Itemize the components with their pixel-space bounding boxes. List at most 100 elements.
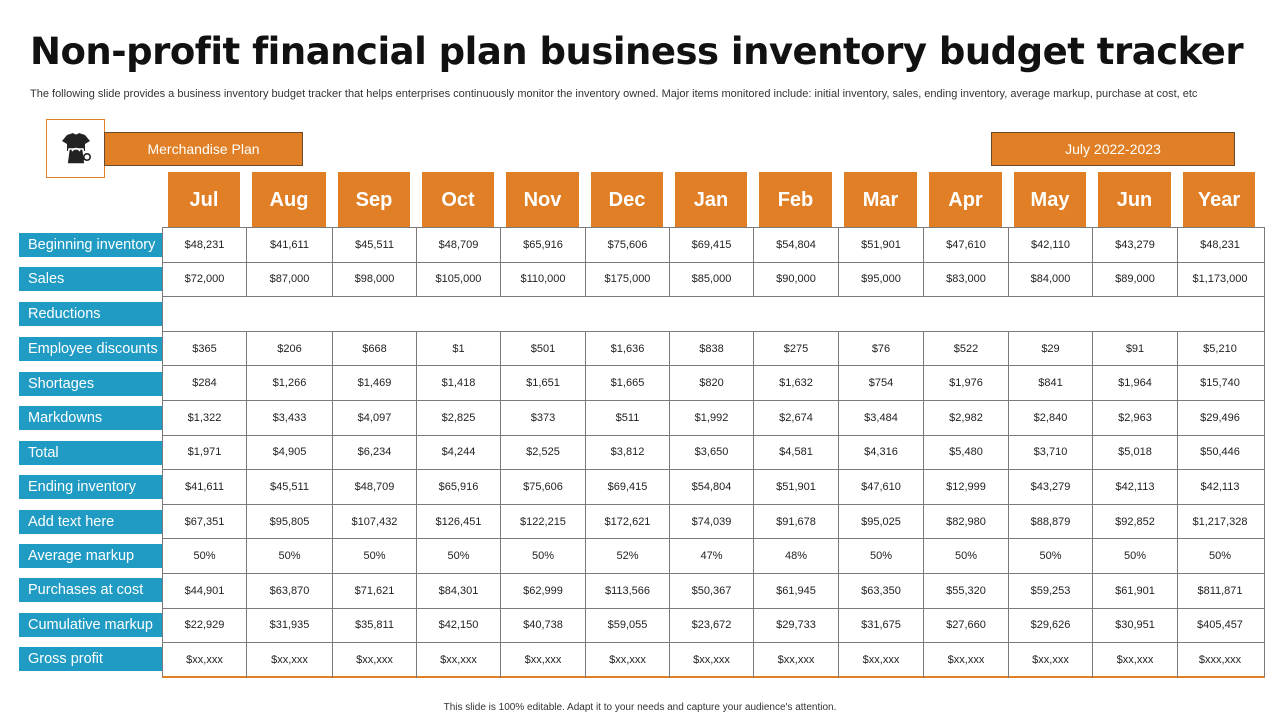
- table-cell: 47%: [670, 539, 754, 573]
- table-row: $284 $1,266 $1,469 $1,418 $1,651 $1,665 $820 $1…: [163, 366, 1264, 401]
- merchandise-icon-box: [46, 119, 105, 178]
- table-cell: $48,709: [333, 470, 417, 504]
- column-header-nov: Nov: [506, 172, 579, 228]
- table-cell: $522: [924, 331, 1009, 366]
- table-cell: $1,266: [247, 366, 333, 400]
- table-cell: $71,621: [333, 574, 417, 608]
- table-cell: $838: [670, 331, 754, 366]
- table-row: $1,322 $3,433 $4,097 $2,825 $373 $511 $1,992 $2…: [163, 401, 1264, 436]
- table-cell: $3,650: [670, 435, 754, 470]
- table-cell: $90,000: [754, 262, 839, 297]
- table-cell: $12,999: [924, 470, 1009, 504]
- table-cell: $xx,xxx: [839, 643, 924, 678]
- table-cell: $4,097: [333, 401, 417, 435]
- table-cell: $xx,xxx: [501, 643, 586, 678]
- table-cell: $59,253: [1009, 574, 1093, 608]
- table-cell: $172,621: [586, 504, 670, 539]
- table-cell: $811,871: [1197, 584, 1243, 597]
- table-cell: $95,000: [839, 262, 924, 297]
- column-header-jan: Jan: [675, 172, 747, 228]
- table-cell: $50,367: [670, 574, 754, 608]
- table-cell: $668: [333, 331, 417, 366]
- table-cell: $122,215: [501, 504, 586, 539]
- table-cell: $3,710: [1009, 435, 1093, 470]
- table-cell: 50%: [333, 539, 417, 573]
- table-cell: $91,678: [754, 504, 839, 539]
- table-cell: $1,992: [670, 401, 754, 435]
- table-row: $41,611 $45,511 $48,709 $65,916 $75,606 $69,4…: [163, 470, 1264, 505]
- table-cell: $63,870: [247, 574, 333, 608]
- table-cell: 50%: [1009, 539, 1093, 573]
- column-header-sep: Sep: [338, 172, 410, 228]
- table-cell: 50%: [163, 539, 247, 573]
- table-cell: $95,805: [247, 504, 333, 539]
- table-cell: $3,433: [247, 401, 333, 435]
- table-cell: $754: [839, 366, 924, 400]
- table-cell: $83,000: [924, 262, 1009, 297]
- table-cell: $4,244: [417, 435, 501, 470]
- table-cell: $84,301: [417, 574, 501, 608]
- column-header-mar: Mar: [844, 172, 917, 228]
- tshirt-shopping-bag-icon: [61, 132, 91, 165]
- row-label-reductions: Reductions: [19, 302, 162, 326]
- merchandise-plan-label: Merchandise Plan: [104, 132, 303, 166]
- table-row: $48,231 $41,611 $45,511 $48,709 $65,916 $75,6…: [163, 228, 1264, 263]
- table-cell: $91: [1093, 331, 1178, 366]
- table-cell: $1,651: [501, 366, 586, 400]
- table-cell: $105,000: [417, 262, 501, 297]
- row-label-beginning-inventory: Beginning inventory: [19, 233, 162, 257]
- table-cell: $48,231: [1200, 238, 1240, 251]
- table-cell: $841: [1009, 366, 1093, 400]
- table-cell: $41,611: [163, 470, 247, 504]
- table-cell: $xx,xxx: [924, 643, 1009, 678]
- table-cell: 52%: [586, 539, 670, 573]
- table-cell: 50%: [417, 539, 501, 573]
- row-label-add-text-here: Add text here: [19, 510, 162, 534]
- table-cell: $4,316: [839, 435, 924, 470]
- table-cell: $1,964: [1093, 366, 1178, 400]
- table-cell: $98,000: [333, 262, 417, 297]
- table-cell: $42,110: [1009, 228, 1093, 262]
- table-cell: $1,665: [586, 366, 670, 400]
- table-cell: $2,840: [1009, 401, 1093, 435]
- table-cell: $2,674: [754, 401, 839, 435]
- row-label-average-markup: Average markup: [19, 544, 162, 568]
- table-cell: $15,740: [1200, 377, 1240, 390]
- table-cell: $1,418: [417, 366, 501, 400]
- column-header-apr: Apr: [929, 172, 1002, 228]
- row-label-purchases-at-cost: Purchases at cost: [19, 578, 162, 602]
- table-cell: $88,879: [1009, 504, 1093, 539]
- table-cell: $72,000: [163, 262, 247, 297]
- table-cell: $2,982: [924, 401, 1009, 435]
- table-cell: $275: [754, 331, 839, 366]
- table-cell: $6,234: [333, 435, 417, 470]
- column-header-aug: Aug: [252, 172, 326, 228]
- table-cell: $51,901: [839, 228, 924, 262]
- table-cell: $76: [839, 331, 924, 366]
- table-cell: $55,320: [924, 574, 1009, 608]
- table-cell: $1,976: [924, 366, 1009, 400]
- table-row: $1,971 $4,905 $6,234 $4,244 $2,525 $3,812 $3,6…: [163, 435, 1264, 471]
- table-cell: $xx,xxx: [163, 643, 247, 678]
- table-cell: $41,611: [247, 228, 333, 262]
- table-cell: $89,000: [1093, 262, 1178, 297]
- table-cell: $1,173,000: [1192, 273, 1248, 286]
- table-cell: $48,709: [417, 228, 501, 262]
- table-cell: $xx,xxx: [1009, 643, 1093, 678]
- table-cell: $2,525: [501, 435, 586, 470]
- row-label-sales: Sales: [19, 267, 162, 291]
- table-cell: 50%: [1093, 539, 1178, 573]
- row-label-markdowns: Markdowns: [19, 406, 162, 430]
- table-cell: $69,415: [586, 470, 670, 504]
- table-cell: $27,660: [924, 608, 1009, 643]
- table-cell: 50%: [247, 539, 333, 573]
- table-cell: $65,916: [417, 470, 501, 504]
- table-cell: $62,999: [501, 574, 586, 608]
- table-cell: $29,733: [754, 608, 839, 643]
- column-header-may: May: [1014, 172, 1086, 228]
- table-cell: $1,636: [586, 331, 670, 366]
- column-header-dec: Dec: [591, 172, 663, 228]
- table-cell: $1,469: [333, 366, 417, 400]
- table-cell: $365: [163, 331, 247, 366]
- table-cell: $31,675: [839, 608, 924, 643]
